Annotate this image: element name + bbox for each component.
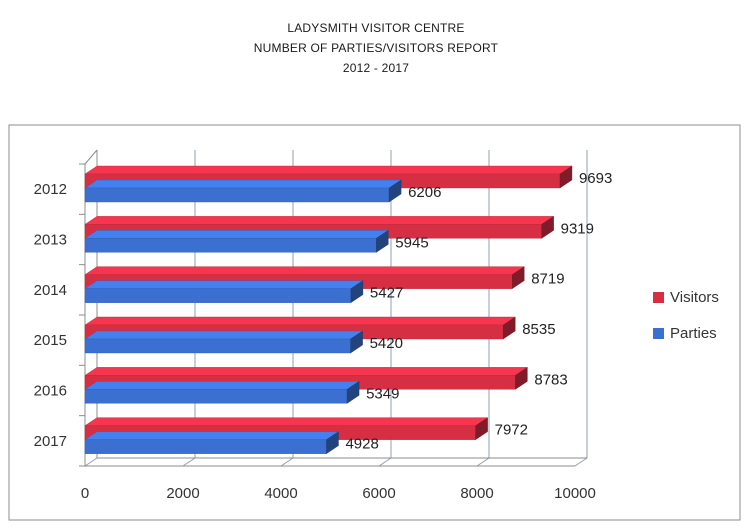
bar-front-face [84, 238, 377, 253]
bar-end-face [512, 266, 525, 290]
bar-end-face [541, 215, 554, 239]
floor-gridline [182, 457, 196, 467]
bar-end-face [559, 165, 573, 189]
bar-top-face [84, 216, 555, 225]
x-tick-label: 2000 [166, 485, 199, 502]
bar-top-face [84, 330, 364, 340]
bar-top-face [84, 316, 516, 326]
bar-end-face [388, 179, 402, 203]
data-label: 5420 [370, 335, 403, 352]
legend-label-visitors: Visitors [670, 289, 719, 306]
data-label: 8783 [534, 371, 567, 388]
y-tick-label: 2017 [34, 433, 67, 450]
bar-top-face [84, 165, 573, 175]
bar-parties-2017 [84, 431, 340, 455]
bar-top-face [84, 266, 525, 275]
floor-gridline [84, 457, 98, 467]
data-label: 5349 [366, 385, 399, 402]
bar-top-face [84, 417, 489, 426]
bar-front-face [84, 288, 352, 303]
y-tick-label: 2015 [34, 332, 67, 349]
bar-end-face [376, 229, 389, 253]
legend-label-parties: Parties [670, 325, 717, 342]
x-tick-label: 0 [81, 485, 89, 502]
bar-front-face [84, 187, 390, 203]
legend: Visitors Parties [653, 289, 719, 342]
data-label: 9319 [561, 220, 594, 237]
bar-parties-2012 [84, 179, 402, 203]
data-label: 8719 [531, 271, 564, 288]
bar-parties-2014 [84, 280, 364, 304]
x-tick-label: 6000 [362, 485, 395, 502]
bar-front-face [84, 439, 327, 454]
bar-end-face [346, 380, 360, 404]
bar-parties-2013 [84, 229, 389, 253]
bar-end-face [475, 417, 488, 441]
report-subtitle: NUMBER OF PARTIES/VISITORS REPORT [253, 41, 499, 55]
bar-top-face [84, 431, 340, 440]
report-header: LADYSMITH VISITOR CENTRE NUMBER OF PARTI… [0, 18, 752, 78]
bar-parties-2016 [84, 380, 360, 404]
floor-gridline [476, 457, 490, 467]
data-label: 9693 [579, 170, 612, 187]
report-title: LADYSMITH VISITOR CENTRE [287, 21, 465, 35]
bar-front-face [84, 389, 348, 404]
floor-gridline [280, 457, 294, 467]
legend-swatch-visitors [653, 292, 664, 303]
bar-end-face [503, 316, 516, 340]
bar-top-face [84, 179, 402, 189]
data-label: 7972 [495, 422, 528, 439]
x-tick-label: 4000 [264, 485, 297, 502]
bar-end-face [326, 431, 339, 455]
legend-swatch-parties [653, 328, 664, 339]
bar-end-face [350, 330, 363, 354]
y-tick-label: 2012 [34, 181, 67, 198]
bar-front-face [84, 338, 351, 354]
bar-top-face [84, 230, 389, 239]
bar-end-face [515, 366, 528, 390]
labels-layer: 0 2000 4000 6000 8000 10000 2012 2013 2014 2015 20… [34, 170, 613, 502]
floor-gridline [574, 457, 588, 467]
y-tick-label: 2016 [34, 383, 67, 400]
y-tick-label: 2014 [34, 282, 67, 299]
data-label: 6206 [408, 184, 441, 201]
bar-top-face [84, 381, 360, 390]
bar-top-face [84, 280, 364, 289]
bar-parties-2015 [84, 330, 364, 354]
bars-layer [84, 165, 573, 455]
bar-top-face [84, 367, 529, 376]
data-label: 5427 [370, 285, 403, 302]
y-tick-label: 2013 [34, 232, 67, 249]
data-label: 5945 [395, 234, 428, 251]
report-period: 2012 - 2017 [342, 61, 410, 75]
bar-end-face [350, 280, 364, 304]
x-tick-label: 10000 [554, 485, 596, 502]
y-axis-depth [84, 149, 98, 165]
x-tick-label: 8000 [460, 485, 493, 502]
data-label: 4928 [345, 436, 378, 453]
floor-gridline [378, 457, 392, 467]
data-label: 8535 [522, 321, 555, 338]
